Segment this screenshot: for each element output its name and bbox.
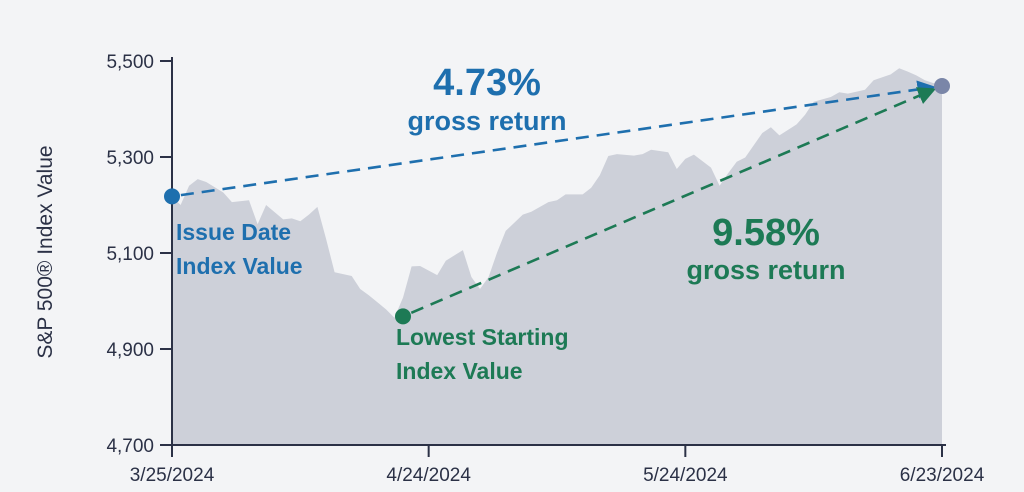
- lowest-to-end-arrow: [410, 87, 937, 314]
- x-tick-label: 6/23/2024: [900, 465, 985, 486]
- lowest-label-line1: Lowest Starting: [396, 324, 569, 350]
- y-tick-label: 5,500: [106, 52, 154, 73]
- x-tick-label: 3/25/2024: [130, 465, 215, 486]
- green-return-label: gross return: [686, 255, 845, 285]
- green-return-percent: 9.58%: [712, 212, 820, 254]
- y-axis-title: S&P 500® Index Value: [34, 145, 57, 358]
- y-tick-label: 4,700: [106, 436, 154, 457]
- index-area: [172, 68, 942, 445]
- y-tick-label: 4,900: [106, 340, 154, 361]
- x-tick-label: 5/24/2024: [643, 465, 728, 486]
- issue-to-end-arrow: [180, 80, 936, 197]
- lowest-start-point: [395, 308, 411, 325]
- end-point: [934, 78, 950, 94]
- y-ticks: 4,700 4,900 5,100 5,300 5,500: [106, 52, 172, 457]
- issue-label-line1: Issue Date: [176, 219, 291, 245]
- y-tick-label: 5,300: [106, 148, 154, 169]
- x-ticks: 3/25/2024 4/24/2024 5/24/2024 6/23/2024: [130, 445, 985, 486]
- y-tick-label: 5,100: [106, 244, 154, 265]
- blue-return-label: gross return: [407, 106, 566, 136]
- issue-label-line2: Index Value: [176, 253, 303, 279]
- x-tick-label: 4/24/2024: [386, 465, 471, 486]
- blue-return-percent: 4.73%: [433, 62, 541, 104]
- lowest-label-line2: Index Value: [396, 358, 523, 384]
- issue-date-point: [164, 188, 180, 205]
